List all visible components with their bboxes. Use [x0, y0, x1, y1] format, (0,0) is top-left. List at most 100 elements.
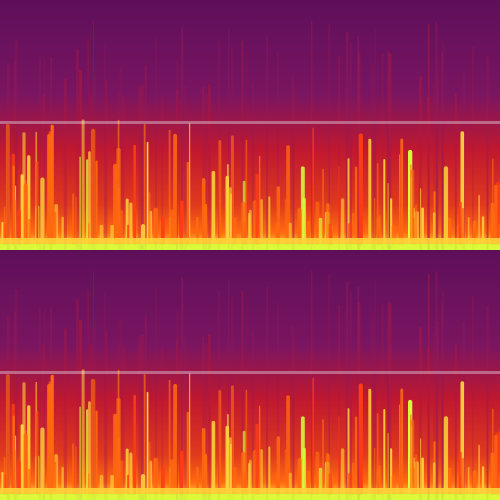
spectrogram-burst [119, 460, 124, 495]
spectrogram-streak [472, 296, 474, 500]
spectrogram-streak [436, 321, 439, 500]
spectrogram-streak [208, 334, 211, 500]
spectrogram-burst [72, 443, 75, 495]
spectrogram-burst [378, 215, 381, 245]
spectrogram-burst [354, 416, 358, 495]
spectrogram-burst [75, 196, 77, 245]
spectrogram-burst [255, 173, 259, 245]
spectrogram-burst [458, 451, 462, 495]
spectrogram-burst [17, 459, 21, 495]
spectrogram-streak [386, 324, 389, 500]
spectrogram-burst [322, 419, 324, 495]
spectrogram-streak [242, 290, 244, 500]
spectrogram-streak [487, 348, 489, 500]
spectrogram-burst [50, 374, 54, 495]
spectrogram-streak [105, 330, 108, 500]
spectrogram-burst [378, 465, 381, 495]
spectrogram-streak [241, 290, 243, 500]
spectrogram-burst [260, 199, 263, 245]
spectrogram-streak [251, 82, 254, 250]
spectrogram-burst [211, 170, 216, 245]
spectrogram-burst [153, 457, 158, 495]
spectrogram-burst [3, 206, 6, 245]
spectrogram-streak [328, 274, 330, 500]
spectrogram-burst [54, 461, 57, 495]
spectrogram-burst [186, 161, 190, 245]
spectrogram-streak [386, 74, 389, 250]
spectrogram-burst [268, 196, 271, 245]
spectrogram-burst [368, 138, 372, 245]
spectrogram-streak [119, 319, 123, 500]
spectrogram-burst [15, 199, 17, 245]
spectrogram-burst [196, 466, 199, 495]
spectrogram-burst [113, 413, 118, 495]
spectrogram-burst [399, 154, 401, 245]
spectrogram-burst [284, 199, 287, 245]
spectrogram-burst [61, 466, 64, 495]
spectrogram-streak [140, 85, 144, 250]
spectrogram-burst [12, 165, 15, 245]
spectrogram-burst [259, 405, 261, 495]
spectrogram-burst [383, 409, 386, 495]
spectrogram-streak [179, 98, 181, 250]
spectrogram-burst [312, 127, 314, 245]
spectrogram-burst [494, 184, 498, 245]
spectrogram-burst [119, 210, 124, 245]
spectrogram-streak [427, 274, 430, 500]
spectrogram-burst [36, 161, 39, 245]
spectrogram-streak [291, 325, 294, 500]
spectrogram-burst [415, 454, 418, 495]
spectrogram-burst [12, 415, 15, 495]
spectrogram-burst [461, 207, 465, 245]
spectrogram-streak [381, 303, 384, 500]
spectrogram-streak [472, 46, 474, 250]
spectrogram-burst [376, 163, 379, 245]
spectrogram-burst [358, 133, 363, 245]
spectrogram-burst [492, 158, 494, 245]
spectrogram-panel-bottom [0, 250, 500, 500]
spectrogram-burst [481, 216, 485, 245]
spectrogram-streak [161, 346, 163, 500]
spectrogram-streak [433, 332, 435, 500]
spectrogram-streak [373, 349, 376, 500]
spectrogram-streak [276, 52, 279, 250]
spectrogram-burst [129, 202, 133, 245]
spectrogram-burst [143, 374, 146, 495]
spectrogram-burst [81, 369, 85, 495]
spectrogram-streak [345, 281, 349, 500]
spectrogram-streak [184, 336, 187, 500]
spectrogram-burst [478, 194, 480, 245]
spectrogram-streak [176, 311, 178, 500]
spectrogram-burst [351, 212, 355, 245]
spectrogram-burst [248, 462, 251, 495]
spectrogram-streak [349, 291, 352, 500]
spectrogram-streak [373, 99, 376, 250]
spectrogram-burst [74, 459, 76, 495]
spectrogram-streak [374, 279, 377, 500]
spectrogram-burst [90, 128, 96, 245]
spectrogram-burst [218, 390, 222, 495]
spectrogram-burst [72, 193, 75, 245]
spectrogram-burst [225, 175, 229, 245]
spectrogram-streak [427, 24, 430, 250]
spectrogram-burst [494, 434, 498, 495]
spectrogram-burst [218, 140, 222, 245]
spectrogram-streak [276, 302, 279, 500]
spectrogram-streak [179, 348, 181, 500]
spectrogram-streak [311, 270, 313, 500]
spectrogram-burst [259, 155, 261, 245]
spectrogram-burst [297, 458, 302, 495]
spectrogram-burst [458, 201, 462, 245]
spectrogram-burst [241, 451, 246, 495]
spectrogram-burst [268, 446, 271, 495]
spectrogram-burst [129, 452, 133, 495]
spectrogram-burst [245, 389, 248, 495]
spectrogram-burst [95, 160, 98, 245]
spectrogram-streak [104, 293, 106, 500]
spectrogram-burst [241, 201, 246, 245]
spectrogram-streak [381, 53, 384, 250]
spectrogram-burst [40, 427, 45, 495]
spectrogram-streak [388, 53, 392, 250]
spectrogram-burst [373, 197, 376, 245]
spectrogram-burst [322, 169, 324, 245]
